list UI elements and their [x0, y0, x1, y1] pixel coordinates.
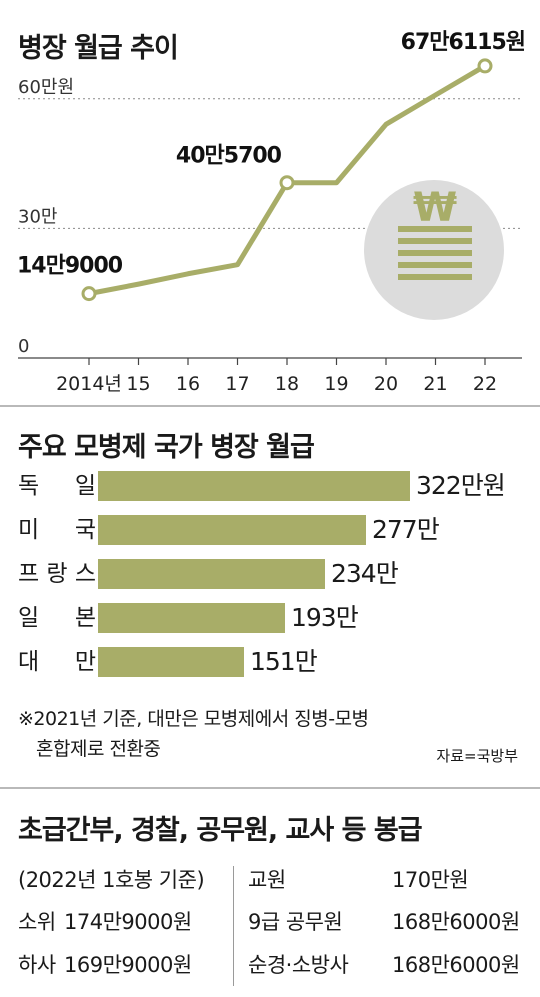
x-tick-label: 22	[473, 373, 497, 395]
bar	[98, 559, 325, 589]
section-divider	[0, 405, 540, 407]
x-tick-label: 21	[423, 373, 447, 395]
bar-value-label: 193만	[291, 603, 359, 632]
data-label: 14만9000	[17, 254, 123, 279]
bar	[98, 603, 285, 633]
bar-value-label: 322만원	[416, 471, 506, 500]
bar	[98, 515, 366, 545]
bar-value-label: 234만	[331, 559, 399, 588]
x-tick-label: 15	[126, 373, 150, 395]
bar-value-label: 277만	[372, 515, 440, 544]
data-label: 67만6115원	[401, 30, 525, 55]
bar-row: 미 국 277만	[0, 512, 540, 548]
pay-left-rank: 소위	[18, 910, 56, 934]
y-tick-label: 0	[18, 336, 29, 357]
x-tick-label: 17	[225, 373, 249, 395]
icon-bar	[398, 226, 472, 232]
section-divider	[0, 787, 540, 789]
pay-left-amount: 169만9000원	[64, 953, 192, 977]
won-coin-stack-icon: ₩	[364, 180, 504, 320]
pay-right-rank: 9급 공무원	[248, 910, 343, 934]
pay-right-rank: 교원	[248, 868, 286, 892]
pay-right-rank: 순경·소방사	[248, 953, 349, 977]
icon-bar	[398, 274, 472, 280]
line-chart-x-axis: 2014년 15 16 17 18 19 20 21 22	[18, 357, 522, 395]
line-chart-labels: 14만9000 40만5700 67만6115원	[17, 30, 526, 279]
y-tick-label: 30만	[18, 206, 57, 227]
x-tick-label: 18	[275, 373, 299, 395]
pay-right-amount: 168만6000원	[392, 910, 520, 934]
x-tick-label: 16	[176, 373, 200, 395]
pay-table-title: 초급간부, 경찰, 공무원, 교사 등 봉급	[18, 815, 423, 846]
footnote-line2: 혼합제로 전환중	[36, 738, 161, 760]
x-tick-label: 19	[324, 373, 348, 395]
bar-row: 프 랑 스 234만	[0, 556, 540, 592]
pay-left-amount: 174만9000원	[64, 910, 192, 934]
bar	[98, 647, 244, 677]
data-point-marker	[477, 58, 493, 74]
data-label: 40만5700	[176, 144, 282, 169]
bar	[98, 471, 410, 501]
icon-bar	[398, 262, 472, 268]
x-tick-label: 2014년	[56, 373, 122, 395]
data-point-marker	[81, 286, 97, 302]
column-divider	[233, 866, 234, 986]
source-label: 자료=국방부	[436, 747, 518, 765]
line-chart-series	[81, 58, 493, 302]
bar-value-label: 151만	[250, 647, 318, 676]
pay-right-amount: 170만원	[392, 868, 469, 892]
pay-basis: (2022년 1호봉 기준)	[18, 868, 205, 892]
x-tick-label: 20	[374, 373, 398, 395]
won-sign: ₩	[413, 185, 457, 231]
bar-chart-title: 주요 모병제 국가 병장 월급	[18, 432, 315, 463]
data-point-marker	[279, 175, 295, 191]
pay-right-amount: 168만6000원	[392, 953, 520, 977]
footnote-line1: ※2021년 기준, 대만은 모병제에서 징병-모병	[18, 708, 369, 730]
pay-left-rank: 하사	[18, 953, 56, 977]
y-tick-label: 60만원	[18, 77, 74, 98]
bar-row: 대 만 151만	[0, 644, 540, 680]
bar-row: 독 일 322만원	[0, 468, 540, 504]
bar-row: 일 본 193만	[0, 600, 540, 636]
icon-bar	[398, 238, 472, 244]
line-chart-title: 병장 월급 추이	[18, 33, 179, 64]
line-chart: 0 30만 60만원 ₩ 2014년 15 16 17 18 19 20 21 22 14만9000…	[17, 30, 526, 395]
icon-bar	[398, 250, 472, 256]
